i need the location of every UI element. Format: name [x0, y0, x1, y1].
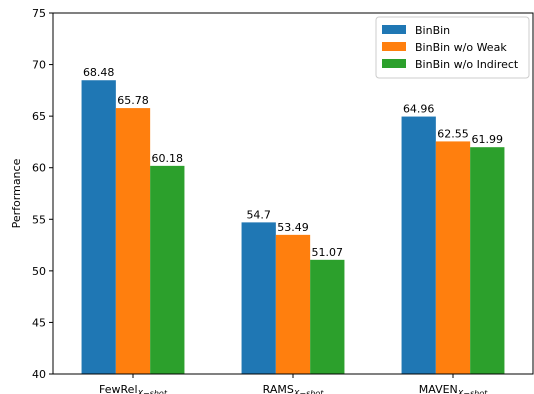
y-tick-label: 60: [32, 162, 46, 175]
x-axis: FewRelX−shot RAMSX−shot MAVENX−shot: [99, 374, 488, 394]
y-tick-label: 65: [32, 110, 46, 123]
legend-box: [375, 16, 530, 79]
legend-entry-label: BinBin w/o Indirect: [415, 58, 519, 71]
y-tick-label: 50: [32, 265, 46, 278]
bar-series-0-cat-1: [241, 222, 276, 374]
bar-series-2-cat-0: [150, 165, 185, 374]
x-tick-label-subscript: X−shot: [293, 389, 324, 394]
bars-layer: [81, 80, 505, 375]
x-tick-label-main: MAVEN: [419, 383, 458, 394]
bar-series-0-cat-0: [81, 80, 116, 374]
x-tick-label-subscript: X−shot: [457, 389, 488, 394]
bar-series-2-cat-1: [310, 259, 345, 374]
x-tick-label: FewRelX−shot: [99, 383, 168, 394]
y-tick-label: 40: [32, 368, 46, 381]
data-label: 51.07: [312, 246, 344, 259]
x-tick-label-subscript: X−shot: [137, 389, 168, 394]
bar-series-0-cat-2: [401, 116, 436, 375]
legend-entry-label: BinBin: [415, 24, 450, 37]
data-label: 62.55: [437, 127, 469, 140]
data-label: 65.78: [117, 94, 149, 107]
legend-entry-label: BinBin w/o Weak: [415, 41, 507, 54]
data-label: 60.18: [152, 152, 184, 165]
data-label: 64.96: [403, 103, 435, 116]
x-tick-label-main: RAMS: [263, 383, 294, 394]
legend-swatch: [382, 25, 406, 34]
data-label: 68.48: [83, 66, 115, 79]
y-axis-title: Performance: [10, 158, 23, 228]
x-tick-label-main: FewRel: [99, 383, 137, 394]
bar-series-1-cat-0: [115, 108, 151, 374]
data-label: 61.99: [472, 133, 504, 146]
data-label: 53.49: [277, 221, 309, 234]
x-tick-label: MAVENX−shot: [419, 383, 488, 394]
legend-swatch: [382, 42, 406, 51]
bar-series-2-cat-2: [470, 147, 505, 374]
legend: BinBin BinBin w/o Weak BinBin w/o Indirect: [375, 16, 530, 79]
data-label: 54.7: [246, 208, 271, 221]
legend-swatch: [382, 59, 406, 68]
y-axis: 40 45 50 55 60 65 70 75: [32, 7, 53, 381]
x-tick-label: RAMSX−shot: [263, 383, 325, 394]
bar-series-1-cat-2: [435, 141, 471, 374]
bar-series-1-cat-1: [275, 234, 311, 374]
y-tick-label: 70: [32, 59, 46, 72]
y-tick-label: 45: [32, 316, 46, 329]
y-tick-label: 75: [32, 7, 46, 20]
y-tick-label: 55: [32, 213, 46, 226]
